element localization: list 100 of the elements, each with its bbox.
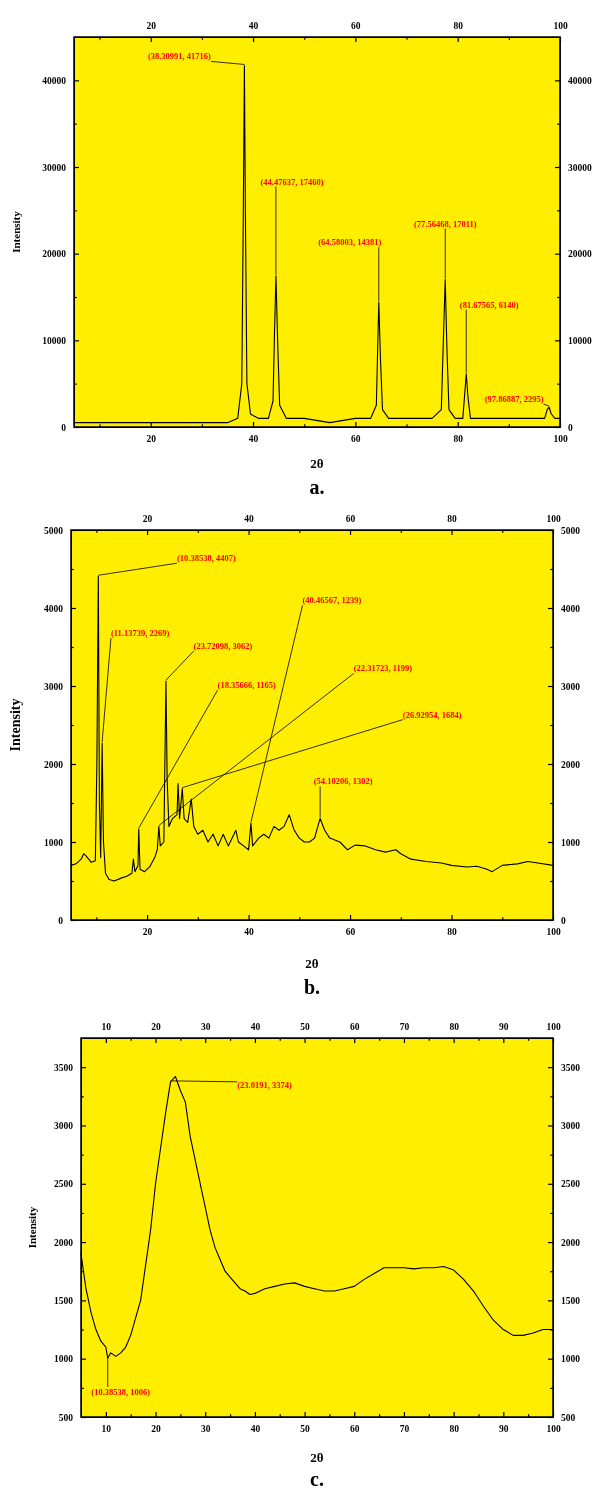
y2-tick-label: 0 <box>561 915 566 926</box>
y-axis-title: Intensity <box>26 1206 38 1249</box>
x2-tick-label: 80 <box>453 21 464 31</box>
x2-tick-label: 60 <box>351 21 361 31</box>
y-tick-label: 0 <box>58 915 64 926</box>
x-tick-label: 60 <box>350 1423 360 1434</box>
x-tick-label: 90 <box>499 1423 509 1434</box>
y2-tick-label: 3500 <box>561 1062 581 1073</box>
x-tick-label: 50 <box>300 1423 311 1434</box>
x-tick-label: 100 <box>553 433 568 444</box>
x2-tick-label: 20 <box>151 1022 162 1032</box>
text: a. <box>309 476 325 498</box>
x2-tick-label: 100 <box>553 21 568 31</box>
x2-tick-label: 40 <box>250 1022 261 1032</box>
x-tick-label: 60 <box>345 926 356 937</box>
y2-tick-label: 0 <box>568 422 573 433</box>
y2-tick-label: 30000 <box>568 162 592 173</box>
y2-tick-label: 2000 <box>561 759 581 770</box>
y-tick-label: 3000 <box>54 1121 74 1131</box>
y2-tick-label: 10000 <box>568 335 592 346</box>
x-tick-label: 40 <box>248 433 259 444</box>
x-tick-label: 20 <box>151 1423 162 1434</box>
x-tick-label: 20 <box>142 926 153 937</box>
y2-tick-label: 3000 <box>561 1121 581 1131</box>
x2-tick-label: 30 <box>200 1022 211 1032</box>
annotation: (18.35666, 1165) <box>217 680 277 691</box>
annotation: (10.38538, 1006) <box>91 1386 151 1397</box>
y-tick-label: 500 <box>58 1412 74 1423</box>
y2-tick-label: 1500 <box>561 1295 581 1306</box>
x2-tick-label: 40 <box>248 21 259 31</box>
annotation: (22.31723, 1199) <box>353 663 413 674</box>
annotation: (26.92954, 1684) <box>402 709 462 720</box>
y-axis-title: Intensity <box>10 210 22 253</box>
annotation: (54.10206, 1302) <box>313 776 373 787</box>
annotation: (23.72098, 3062) <box>193 641 253 652</box>
y-tick-label: 1000 <box>54 1354 74 1365</box>
x-tick-label: 100 <box>546 926 561 937</box>
x-tick-label: 60 <box>351 433 361 444</box>
annotation: (81.67565, 6140) <box>459 299 519 310</box>
y-tick-label: 0 <box>61 422 67 433</box>
y2-tick-label: 1000 <box>561 837 581 848</box>
x2-tick-label: 80 <box>449 1022 460 1032</box>
y-tick-label: 20000 <box>42 249 67 260</box>
x-tick-label: 30 <box>200 1423 211 1434</box>
x-axis-title: 2θ <box>310 456 324 471</box>
annotation: (44.47637, 17460) <box>260 176 324 187</box>
x2-tick-label: 90 <box>499 1022 509 1032</box>
x2-tick-label: 70 <box>399 1022 410 1032</box>
x2-tick-label: 100 <box>546 1022 561 1032</box>
y-tick-label: 2500 <box>54 1179 74 1190</box>
x2-tick-label: 60 <box>350 1022 360 1032</box>
y-tick-label: 1000 <box>44 837 64 848</box>
y-tick-label: 3500 <box>54 1062 74 1073</box>
y-tick-label: 2000 <box>44 759 64 770</box>
x2-tick-label: 20 <box>142 514 153 524</box>
y2-tick-label: 20000 <box>568 249 592 260</box>
y-tick-label: 1500 <box>54 1295 74 1306</box>
x2-tick-label: 20 <box>146 21 157 31</box>
x2-tick-label: 50 <box>300 1022 311 1032</box>
y2-tick-label: 500 <box>561 1412 576 1423</box>
x2-tick-label: 60 <box>345 514 356 524</box>
text: b. <box>303 976 321 998</box>
annotation: (97.86887, 2295) <box>484 394 544 405</box>
x-tick-label: 40 <box>244 926 255 937</box>
x-axis-title: 2θ <box>310 1450 324 1465</box>
x-tick-label: 100 <box>546 1423 561 1434</box>
y-axis-title: Intensity <box>8 698 23 752</box>
y2-tick-label: 4000 <box>561 603 581 614</box>
x-tick-label: 80 <box>447 926 458 937</box>
y-tick-label: 2000 <box>54 1237 74 1248</box>
x-tick-label: 70 <box>399 1423 410 1434</box>
y2-tick-label: 2000 <box>561 1237 581 1248</box>
y-tick-label: 5000 <box>44 525 64 536</box>
annotation: (23.0191, 3374) <box>237 1079 292 1090</box>
y2-tick-label: 5000 <box>561 525 581 536</box>
x-tick-label: 10 <box>101 1423 112 1434</box>
y-tick-label: 30000 <box>42 162 67 173</box>
y2-tick-label: 3000 <box>561 681 581 692</box>
annotation: (40.46567, 1239) <box>302 595 362 606</box>
x2-tick-label: 10 <box>101 1022 112 1032</box>
y2-tick-label: 2500 <box>561 1179 581 1190</box>
y2-tick-label: 1000 <box>561 1354 581 1365</box>
y-tick-label: 10000 <box>42 335 67 346</box>
x2-tick-label: 100 <box>546 514 561 524</box>
x-tick-label: 80 <box>449 1423 460 1434</box>
annotation: (77.56468, 17011) <box>413 218 477 229</box>
x-tick-label: 80 <box>453 433 464 444</box>
y-tick-label: 40000 <box>42 75 67 86</box>
text: c. <box>310 1468 324 1490</box>
annotation: (38.30991, 41716) <box>147 51 212 62</box>
y-tick-label: 3000 <box>44 681 64 692</box>
x2-tick-label: 40 <box>244 514 255 524</box>
y2-tick-label: 40000 <box>568 75 592 86</box>
x-axis-title: 2θ <box>305 956 319 971</box>
annotation: (64.58003, 14381) <box>318 237 382 248</box>
x-tick-label: 40 <box>250 1423 261 1434</box>
y-tick-label: 4000 <box>44 603 64 614</box>
annotation: (11.13739, 2269) <box>110 627 170 638</box>
annotation: (10.38538, 4407) <box>176 553 236 564</box>
x2-tick-label: 80 <box>447 514 458 524</box>
